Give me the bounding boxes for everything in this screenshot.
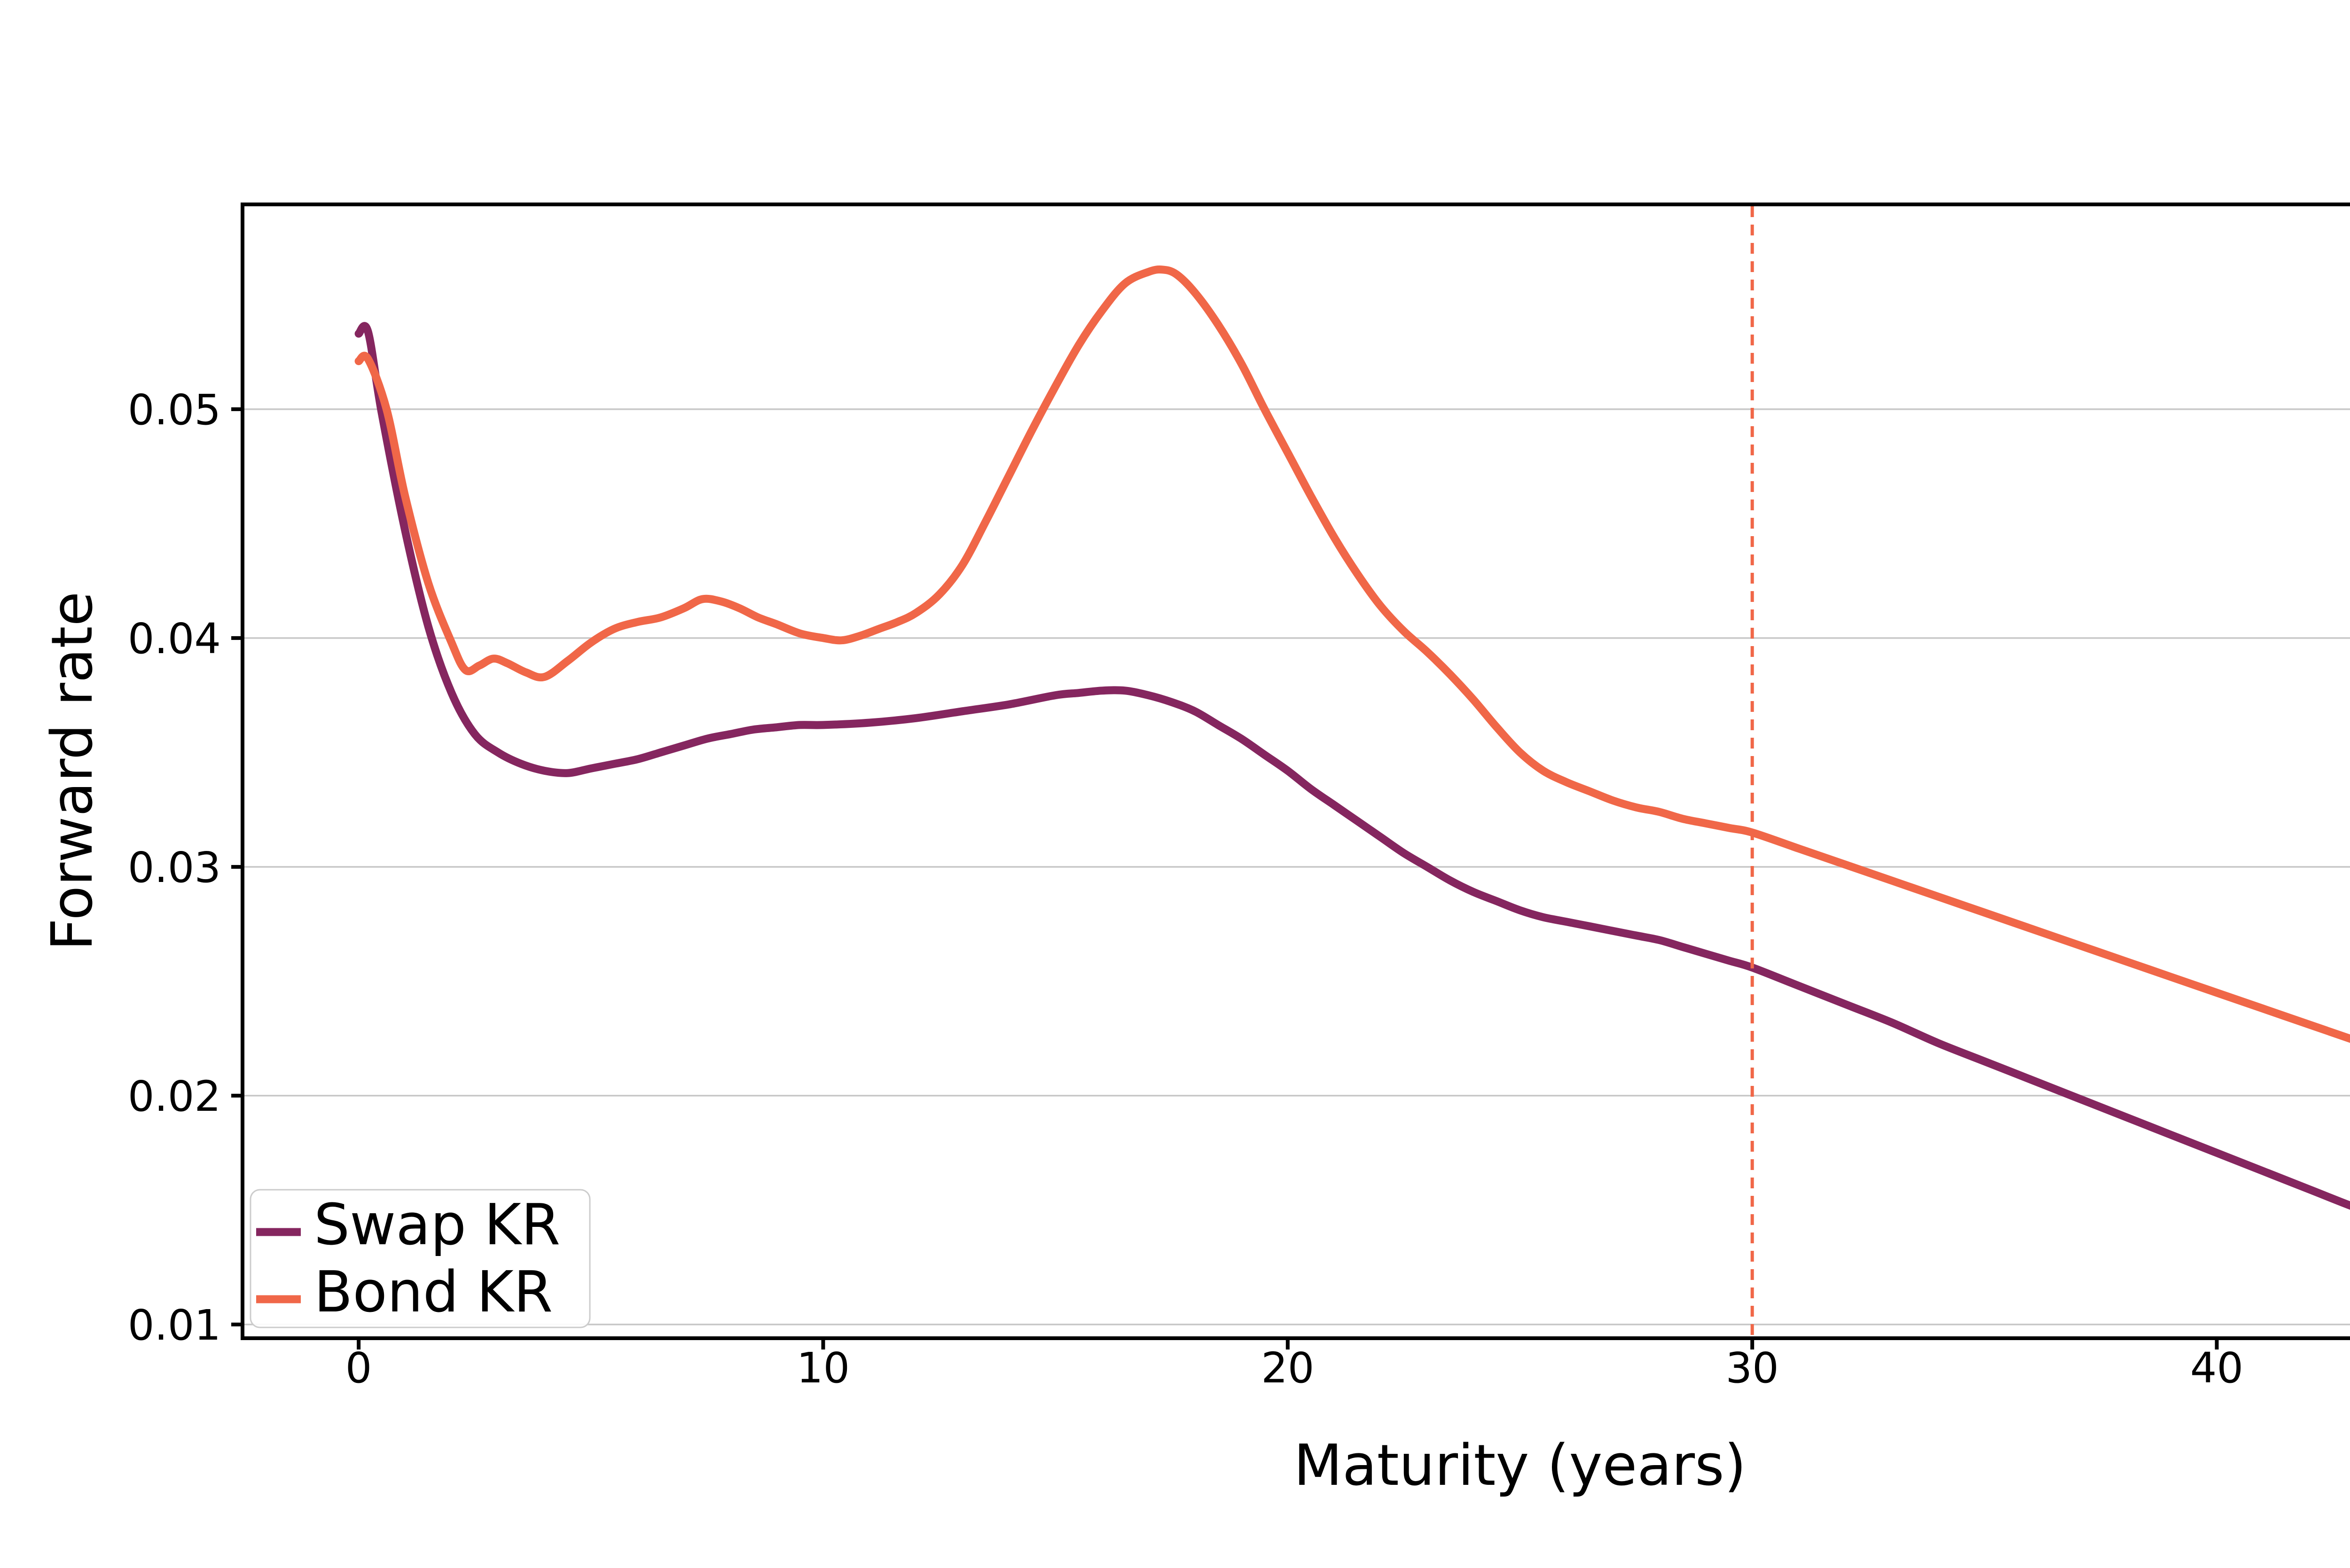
x-tick-label-20: 20 [1261,1343,1314,1392]
legend-label-swap-kr: Swap KR [314,1193,560,1258]
axes-box [241,203,2350,1340]
bond-kr-curve [354,265,2350,1043]
series-curves [354,265,2350,1210]
x-tick-label-40: 40 [2190,1343,2243,1392]
y-tick-label-0.05: 0.05 [128,385,221,434]
y-tick-label-0.01: 0.01 [128,1301,221,1350]
x-tick-label-30: 30 [1726,1343,1779,1392]
x-tick-label-0: 0 [345,1343,372,1392]
x-tick-label-10: 10 [797,1343,850,1392]
gridlines [243,408,2350,1326]
y-axis-label: Forward rate [40,592,105,951]
vertical-marker-lines [1750,206,1754,1336]
axes-spines [241,203,2350,1340]
x-axis-label: Maturity (years) [1294,1433,1747,1498]
swap-kr-curve [354,322,2350,1210]
y-tick-label-0.04: 0.04 [128,614,221,663]
y-tick-label-0.03: 0.03 [128,843,221,892]
y-tick-label-0.02: 0.02 [128,1072,221,1121]
legend-box [250,1189,591,1328]
axis-ticks: 010203040500.010.020.030.040.05 [128,385,2243,1392]
legend-label-bond-kr: Bond KR [314,1260,553,1325]
